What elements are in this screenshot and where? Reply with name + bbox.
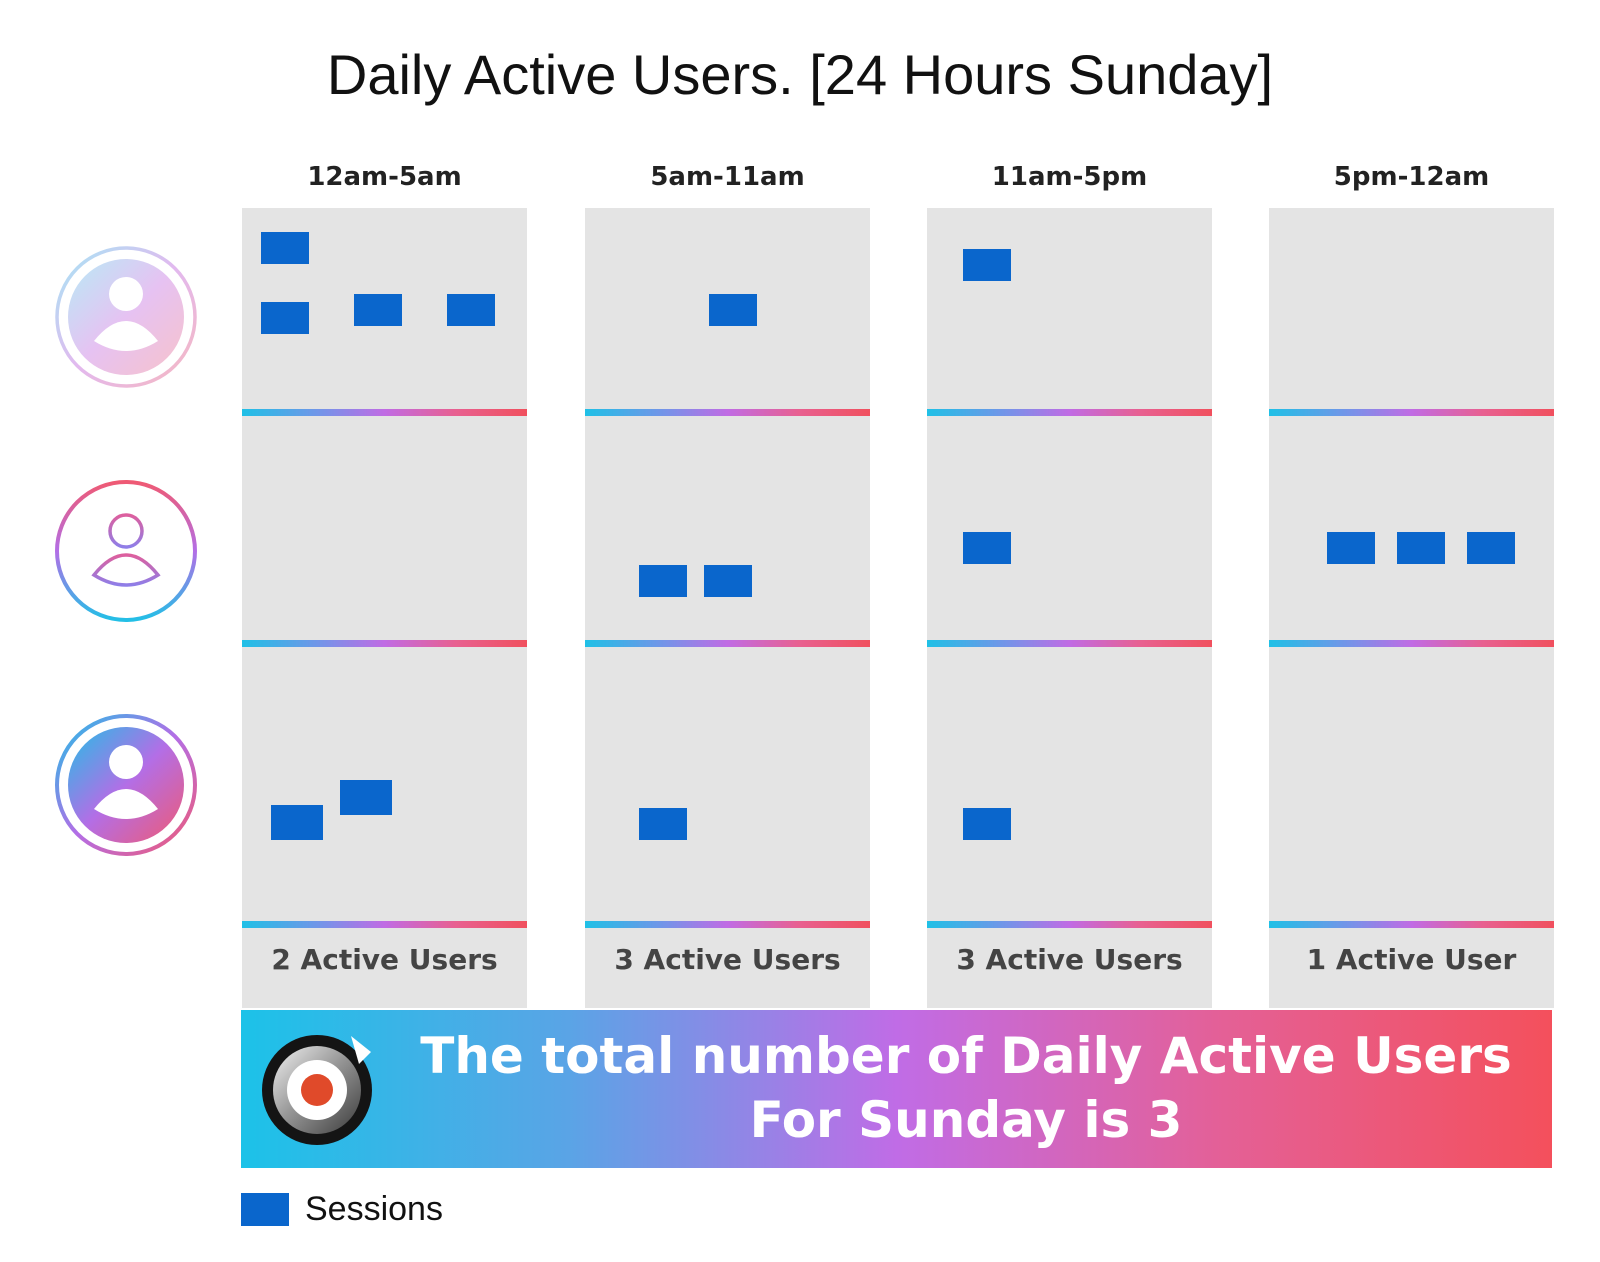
active-users-count: 1 Active User — [1306, 943, 1517, 976]
active-users-count: 2 Active Users — [271, 943, 498, 976]
chart-title: Daily Active Users. [24 Hours Sunday] — [326, 43, 1274, 106]
row-divider — [585, 640, 870, 647]
session-block — [447, 294, 495, 326]
banner-message: The total number of Daily Active Users F… — [420, 1027, 1512, 1149]
legend-sessions-label: Sessions — [305, 1190, 443, 1228]
row-divider — [242, 921, 527, 928]
summary-banner: The total number of Daily Active Users F… — [241, 1010, 1552, 1168]
column-header-2: 11am-5pm — [991, 162, 1148, 192]
legend-sessions-swatch — [241, 1193, 289, 1226]
session-block — [709, 294, 757, 326]
session-block — [261, 302, 309, 334]
active-users-count: 3 Active Users — [956, 943, 1183, 976]
time-column-5am-11am: 3 Active Users — [585, 208, 870, 1008]
row-divider — [1269, 921, 1554, 928]
column-header-3: 5pm-12am — [1333, 162, 1490, 192]
session-block — [963, 808, 1011, 840]
column-header-1: 5am-11am — [650, 162, 805, 192]
session-block — [963, 532, 1011, 564]
user-avatar-outline-icon — [55, 480, 197, 622]
session-block — [1397, 532, 1445, 564]
row-divider — [585, 921, 870, 928]
row-divider — [1269, 409, 1554, 416]
session-block — [639, 808, 687, 840]
row-divider — [242, 640, 527, 647]
row-divider — [927, 409, 1212, 416]
time-column-12am-5am: 2 Active Users — [242, 208, 527, 1008]
session-block — [1327, 532, 1375, 564]
session-block — [704, 565, 752, 597]
user-avatar-light-gradient-icon — [55, 246, 197, 388]
session-block — [261, 232, 309, 264]
session-block — [963, 249, 1011, 281]
row-divider — [585, 409, 870, 416]
user-avatar-filled-gradient-icon — [55, 714, 197, 856]
session-block — [1467, 532, 1515, 564]
target-logo-icon — [262, 1035, 372, 1145]
column-header-0: 12am-5am — [307, 162, 462, 192]
row-divider — [927, 921, 1212, 928]
session-block — [340, 780, 392, 815]
active-users-count: 3 Active Users — [614, 943, 841, 976]
time-column-11am-5pm: 3 Active Users — [927, 208, 1212, 1008]
row-divider — [242, 409, 527, 416]
row-divider — [1269, 640, 1554, 647]
session-block — [271, 805, 323, 840]
session-block — [354, 294, 402, 326]
time-column-5pm-12am: 1 Active User — [1269, 208, 1554, 1008]
session-block — [639, 565, 687, 597]
row-divider — [927, 640, 1212, 647]
